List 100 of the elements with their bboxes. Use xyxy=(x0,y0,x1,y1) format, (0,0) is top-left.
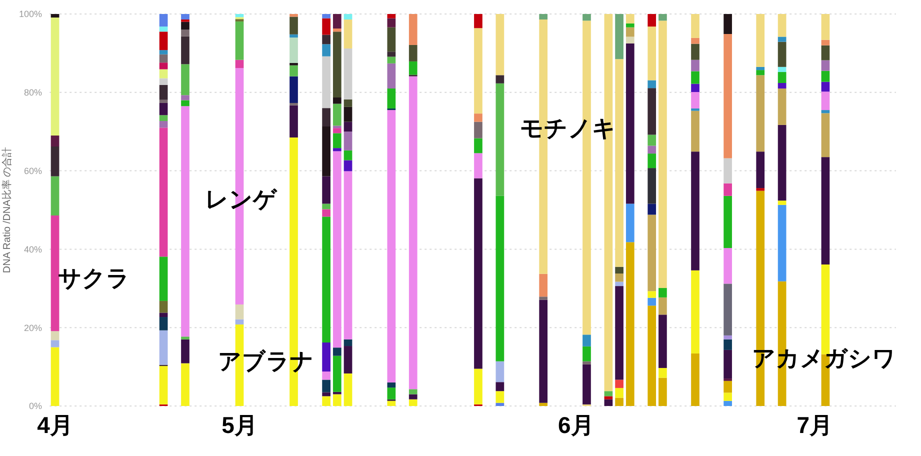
bar xyxy=(648,204,656,215)
bar xyxy=(496,361,504,382)
bar xyxy=(322,342,330,372)
bar xyxy=(344,19,352,48)
bar xyxy=(648,154,656,168)
bar xyxy=(724,183,732,196)
bar xyxy=(778,204,786,282)
bar xyxy=(159,26,168,32)
bar xyxy=(724,335,732,340)
bar xyxy=(387,56,396,64)
bar xyxy=(821,40,830,46)
bar xyxy=(582,14,591,21)
bar xyxy=(778,82,786,88)
bar xyxy=(648,214,656,292)
bar xyxy=(691,353,700,406)
bar xyxy=(615,14,624,60)
bar xyxy=(290,65,298,76)
bar xyxy=(615,380,624,388)
bar xyxy=(159,78,168,85)
bar xyxy=(408,389,418,394)
bar xyxy=(159,62,168,70)
bar xyxy=(159,115,168,122)
bar xyxy=(658,378,667,406)
bar xyxy=(50,331,60,340)
y-tick-label: 60% xyxy=(24,166,42,176)
bar xyxy=(724,339,732,350)
bar xyxy=(332,348,342,356)
y-tick-label: 100% xyxy=(18,9,42,20)
bar xyxy=(496,196,504,362)
bar xyxy=(332,128,342,134)
bar xyxy=(474,178,482,369)
bar xyxy=(626,27,634,37)
bar xyxy=(691,110,700,152)
bar xyxy=(50,136,60,146)
bar xyxy=(615,282,624,286)
bar xyxy=(778,88,786,125)
bar xyxy=(691,84,700,92)
x-tick-label: 7月 xyxy=(796,412,833,438)
bar xyxy=(159,317,168,330)
bar xyxy=(159,69,168,78)
bar xyxy=(691,44,700,60)
bar xyxy=(322,34,330,44)
bar xyxy=(159,300,168,313)
bar xyxy=(408,61,418,75)
bar xyxy=(50,176,60,216)
bar xyxy=(344,339,352,346)
bar xyxy=(322,216,330,342)
bar xyxy=(235,21,244,60)
bar xyxy=(496,83,504,196)
bar xyxy=(604,391,613,396)
x-tick-label: 5月 xyxy=(222,412,258,438)
bar xyxy=(181,22,190,30)
bar xyxy=(724,284,732,336)
bar xyxy=(50,215,60,332)
bar xyxy=(290,76,298,103)
x-tick-label: 4月 xyxy=(37,412,73,438)
bar xyxy=(626,204,634,242)
bar xyxy=(332,97,342,104)
bar xyxy=(159,14,168,27)
bar xyxy=(615,274,624,282)
bar xyxy=(626,242,634,406)
bar xyxy=(691,152,700,270)
bar xyxy=(332,126,342,128)
bar xyxy=(344,106,352,122)
bar xyxy=(235,319,244,324)
bar xyxy=(626,36,634,44)
bar xyxy=(648,134,656,146)
bar xyxy=(181,64,190,96)
y-tick-label: 20% xyxy=(24,322,42,333)
y-axis-title: DNA Ratio /DNA比率 の合計 xyxy=(1,146,13,274)
bar xyxy=(648,306,656,406)
bar xyxy=(724,400,732,406)
bar xyxy=(821,157,830,264)
bar xyxy=(658,288,667,298)
bar xyxy=(648,298,656,306)
bar xyxy=(344,171,352,340)
bar xyxy=(658,314,667,368)
bar xyxy=(778,72,786,83)
bar xyxy=(626,23,634,28)
bar xyxy=(691,38,700,44)
bar xyxy=(474,138,482,154)
bar xyxy=(322,209,330,217)
bar xyxy=(181,106,190,337)
bar xyxy=(344,160,352,172)
bar xyxy=(235,304,244,320)
bar xyxy=(658,14,667,21)
bar xyxy=(181,336,190,340)
y-tick-label: 0% xyxy=(28,401,42,412)
bar xyxy=(648,26,656,80)
bar xyxy=(626,43,634,204)
bar xyxy=(332,14,342,29)
bar xyxy=(322,126,330,176)
bar xyxy=(50,14,60,18)
bar xyxy=(539,14,548,20)
bar xyxy=(724,14,732,34)
y-tick-label: 80% xyxy=(24,88,42,98)
bar xyxy=(474,153,482,178)
bar xyxy=(332,148,342,152)
bar xyxy=(756,75,765,152)
bar xyxy=(821,82,830,92)
